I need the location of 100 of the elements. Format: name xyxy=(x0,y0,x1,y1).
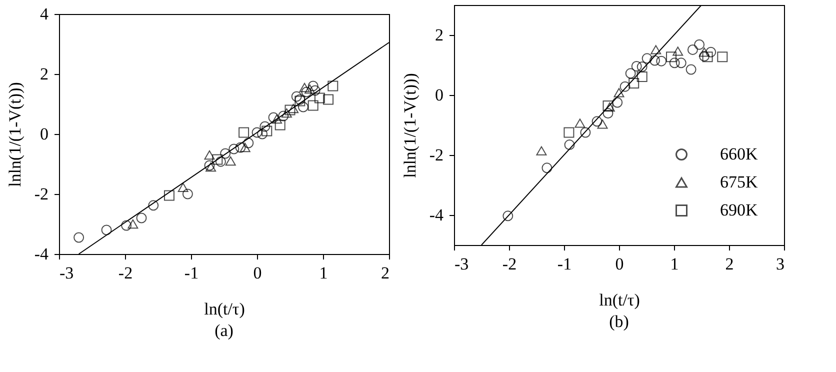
y-tick-label: 2 xyxy=(435,26,444,44)
point xyxy=(304,84,316,94)
point xyxy=(164,190,174,201)
point xyxy=(706,46,716,58)
point xyxy=(323,94,334,105)
y-tick-label: -4 xyxy=(34,244,49,264)
point xyxy=(502,210,514,222)
x-tick-label: 2 xyxy=(381,264,390,282)
point xyxy=(212,154,223,165)
text: (a) xyxy=(214,321,234,340)
point xyxy=(328,80,338,92)
legend-label: 675K xyxy=(720,172,758,192)
point xyxy=(182,188,193,200)
point xyxy=(614,88,624,98)
point xyxy=(178,182,188,192)
point xyxy=(136,212,147,224)
x-tick-label: 3 xyxy=(776,254,784,274)
point xyxy=(642,53,652,64)
point xyxy=(650,55,660,66)
point xyxy=(204,150,215,160)
y-tick-label: 4 xyxy=(40,4,49,24)
point xyxy=(694,39,705,50)
point xyxy=(669,58,680,68)
y-axis-title: lnln(1/(1-V(t))) xyxy=(400,73,420,178)
point xyxy=(128,219,138,229)
x-tick-label: -2 xyxy=(118,264,133,282)
point xyxy=(672,46,684,56)
point xyxy=(650,45,662,54)
point xyxy=(262,126,272,136)
x-tick-label: -3 xyxy=(454,254,469,274)
point xyxy=(687,44,698,55)
point xyxy=(308,100,318,111)
legend-label: 660K xyxy=(720,144,758,164)
point xyxy=(536,146,547,156)
y-tick-label: -4 xyxy=(429,206,444,224)
point xyxy=(301,86,312,98)
point xyxy=(620,81,630,92)
point xyxy=(291,91,302,102)
point xyxy=(574,118,586,128)
point xyxy=(686,64,696,75)
point xyxy=(656,56,667,66)
point xyxy=(238,127,250,138)
text: (b) xyxy=(609,312,629,331)
point xyxy=(666,52,676,62)
point xyxy=(699,47,710,57)
point xyxy=(592,116,602,127)
point xyxy=(636,62,648,72)
point xyxy=(631,60,642,72)
y-tick-label: 0 xyxy=(435,86,444,104)
point xyxy=(564,127,574,138)
y-tick-label: -2 xyxy=(34,184,48,204)
point xyxy=(564,140,575,150)
point xyxy=(628,78,640,89)
point xyxy=(542,162,552,174)
point xyxy=(274,120,286,130)
point xyxy=(717,52,728,62)
point xyxy=(101,224,112,236)
point xyxy=(272,114,282,124)
point xyxy=(281,108,292,118)
point xyxy=(284,104,296,116)
x-tick-label: 0 xyxy=(615,254,624,274)
point xyxy=(597,119,608,129)
point xyxy=(299,82,310,92)
point xyxy=(702,52,713,62)
y-tick-label: 0 xyxy=(40,124,48,144)
point xyxy=(278,110,289,122)
point xyxy=(240,142,250,152)
point xyxy=(235,142,246,153)
legend-label: 690K xyxy=(720,200,758,220)
point xyxy=(121,220,132,231)
point xyxy=(636,71,648,82)
point xyxy=(268,112,279,123)
y-axis-title: lnln(1/(1-V(t))) xyxy=(5,82,24,187)
point xyxy=(580,127,591,138)
point xyxy=(310,85,320,96)
point xyxy=(228,144,240,154)
point xyxy=(257,128,268,140)
point xyxy=(252,127,262,138)
point xyxy=(298,102,308,112)
point xyxy=(225,156,236,166)
point xyxy=(288,104,299,114)
point xyxy=(148,200,159,211)
x-tick-label: -3 xyxy=(60,264,74,282)
x-tick-label: -1 xyxy=(557,254,572,274)
y-tick-label: -2 xyxy=(429,146,444,164)
x-tick-label: 1 xyxy=(319,264,328,282)
point xyxy=(699,51,710,62)
x-tick-label: 1 xyxy=(670,254,679,274)
x-axis-title: ln(t/τ) xyxy=(599,290,640,310)
point xyxy=(260,121,270,132)
point xyxy=(220,148,231,159)
point xyxy=(676,58,686,68)
point xyxy=(314,92,325,104)
point xyxy=(625,68,636,79)
x-tick-label: -1 xyxy=(184,264,199,282)
point xyxy=(612,97,623,108)
point xyxy=(308,80,318,92)
point xyxy=(602,108,614,119)
point xyxy=(74,232,84,243)
x-tick-label: 2 xyxy=(725,254,734,274)
